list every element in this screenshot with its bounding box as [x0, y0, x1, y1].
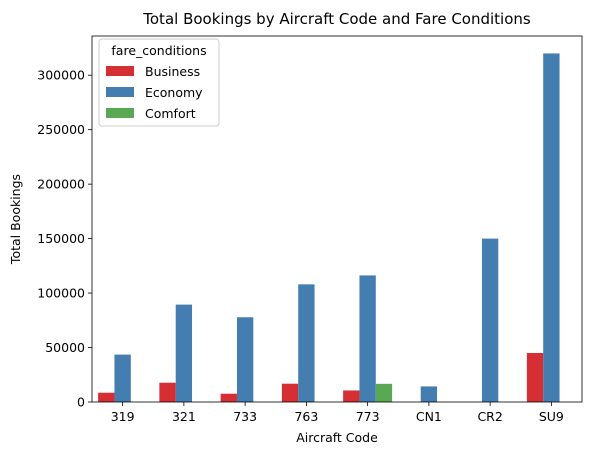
x-axis-label: Aircraft Code	[296, 430, 378, 445]
bar-economy-763	[298, 284, 315, 402]
chart-title: Total Bookings by Aircraft Code and Fare…	[142, 10, 531, 28]
plot-frame	[91, 35, 583, 403]
legend-swatch-business	[106, 66, 134, 76]
legend: fare_conditions Business Economy Comfort	[98, 38, 220, 127]
bar-business-319	[98, 392, 115, 402]
legend-swatch-economy	[106, 87, 134, 97]
y-tick-label: 200000	[37, 177, 85, 192]
x-tick-label: 319	[111, 409, 135, 424]
y-tick-label: 300000	[37, 68, 85, 83]
plot-area	[91, 35, 583, 403]
legend-swatch-comfort	[106, 108, 134, 118]
bar-economy-CN1	[420, 386, 438, 402]
y-tick-label: 0	[77, 395, 85, 410]
bar-business-773	[343, 390, 360, 402]
x-tick-label: 733	[233, 409, 257, 424]
bar-economy-321	[175, 304, 193, 402]
legend-box	[98, 38, 220, 127]
bar-economy-733	[236, 317, 254, 402]
bar-business-733	[220, 393, 237, 402]
bar-economy-773	[359, 275, 376, 402]
x-tick-label: 321	[172, 409, 196, 424]
bar-economy-319	[114, 354, 131, 402]
y-tick-label: 100000	[37, 286, 85, 301]
x-tick-label: CR2	[477, 409, 502, 424]
x-tick-label: SU9	[539, 409, 564, 424]
legend-label-business: Business	[145, 64, 200, 79]
legend-label-economy: Economy	[145, 85, 203, 100]
bar-economy-SU9	[543, 53, 560, 403]
y-axis-label: Total Bookings	[8, 174, 23, 265]
x-tick-label: CN1	[416, 409, 442, 424]
x-tick-label: 773	[356, 409, 380, 424]
bar-comfort-773	[375, 383, 393, 402]
y-tick-label: 150000	[37, 231, 85, 246]
legend-title: fare_conditions	[111, 43, 206, 58]
y-tick-label: 50000	[45, 340, 85, 355]
y-axis: 0 50000 100000 150000 200000 250000 300000	[37, 68, 92, 410]
bar-business-SU9	[526, 352, 544, 402]
x-tick-label: 763	[294, 409, 318, 424]
bar-economy-CR2	[481, 238, 499, 402]
x-axis: 319 321 733 763 773 CN1 CR2 SU9	[111, 402, 564, 424]
bar-business-763	[281, 383, 299, 402]
bar-business-321	[159, 382, 176, 402]
y-tick-label: 250000	[37, 122, 85, 137]
legend-label-comfort: Comfort	[145, 106, 196, 121]
